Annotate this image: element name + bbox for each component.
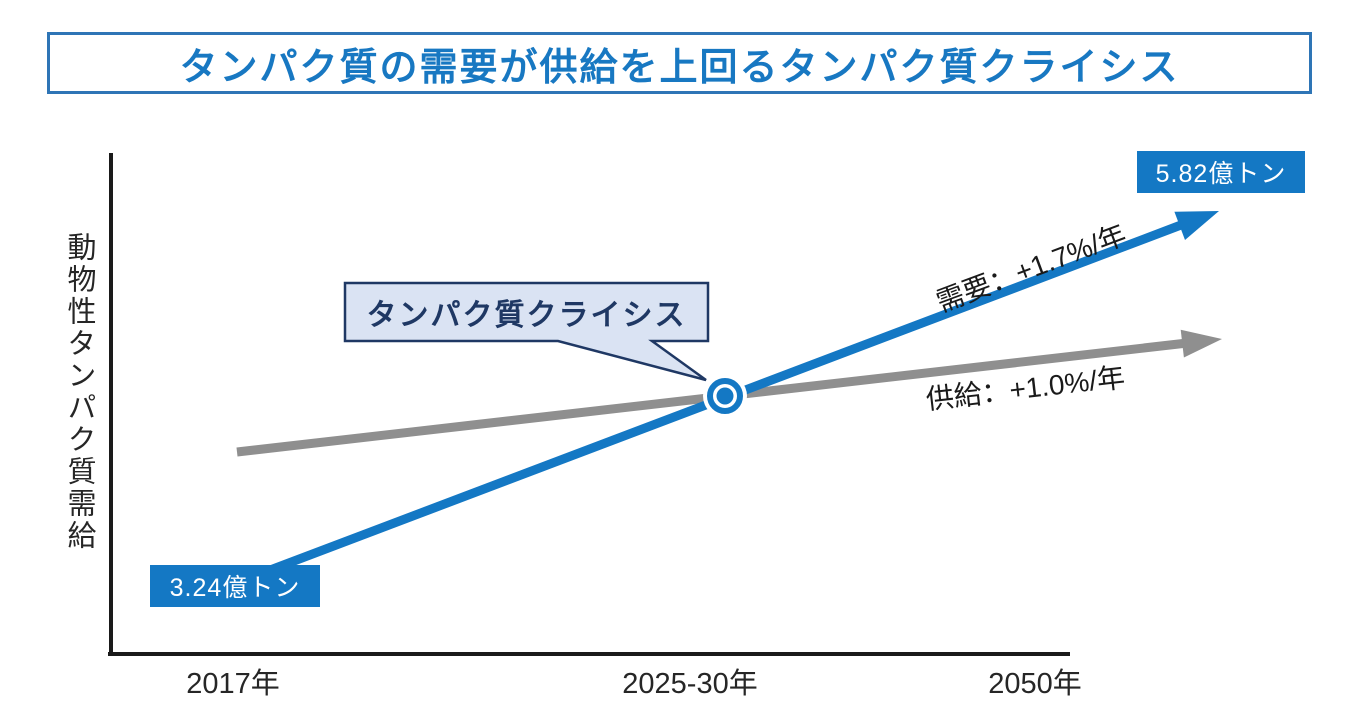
x-tick-2017: 2017年 (186, 668, 280, 700)
crossover-marker-dot (716, 387, 734, 405)
crossover-callout-label: タンパク質クライシス (366, 299, 687, 332)
supply-arrowhead-icon (1180, 329, 1222, 358)
demand-arrowhead-icon (1174, 211, 1219, 240)
page-title: タンパク質の需要が供給を上回るタンパク質クライシス (179, 46, 1180, 89)
x-tick-2050: 2050年 (988, 668, 1082, 700)
title-banner: タンパク質の需要が供給を上回るタンパク質クライシス (47, 32, 1312, 94)
callout-bubble (343, 281, 710, 382)
x-tick-2025-30: 2025-30年 (622, 668, 758, 700)
x-axis-line (108, 652, 1070, 656)
y-axis-line (109, 153, 113, 656)
y-axis-label: 動物性タンパク質需給 (63, 232, 95, 552)
demand-start-value-badge: 3.24億トン (150, 565, 320, 607)
demand-end-value-badge: 5.82億トン (1137, 151, 1305, 193)
